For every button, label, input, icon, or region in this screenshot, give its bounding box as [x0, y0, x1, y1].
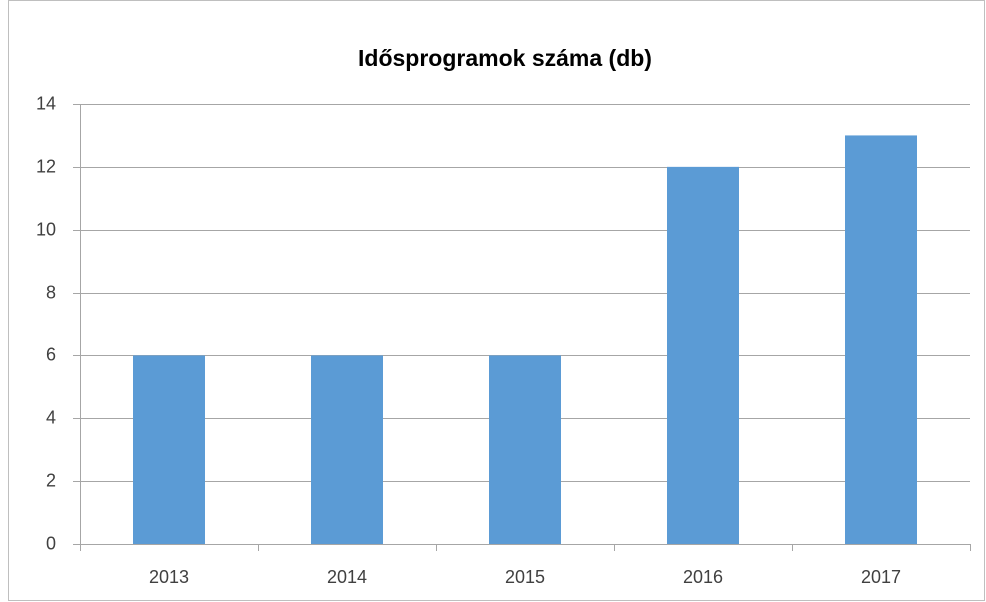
y-tick-label: 8 [46, 282, 56, 302]
y-tick-label: 10 [36, 219, 56, 239]
y-tick-label: 2 [46, 470, 56, 490]
y-tick-label: 14 [36, 93, 56, 113]
chart-title: Idősprogramok száma (db) [358, 45, 652, 71]
x-tick-label: 2014 [327, 567, 367, 587]
bar [667, 166, 739, 544]
bar [133, 355, 205, 544]
y-tick-label: 0 [46, 533, 56, 553]
x-tick-label: 2016 [683, 567, 723, 587]
bar [489, 355, 561, 544]
y-tick-label: 4 [46, 407, 56, 427]
bar [845, 135, 917, 544]
y-tick-label: 12 [36, 156, 56, 176]
x-tick-label: 2013 [149, 567, 189, 587]
x-tick-label: 2015 [505, 567, 545, 587]
y-tick-label: 6 [46, 344, 56, 364]
x-tick-label: 2017 [861, 567, 901, 587]
bar [311, 355, 383, 544]
